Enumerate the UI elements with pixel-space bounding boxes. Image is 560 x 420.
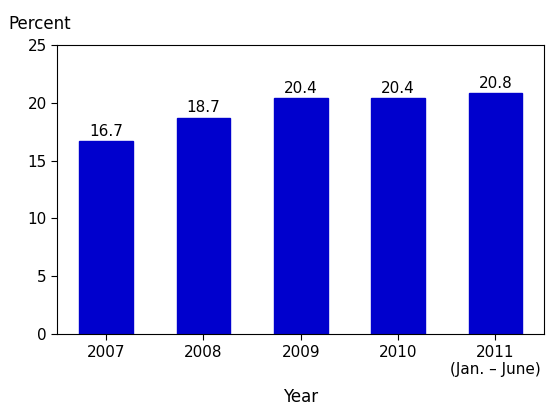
Bar — [371, 98, 425, 334]
Text: 20.4: 20.4 — [284, 81, 318, 96]
X-axis label: Year: Year — [283, 388, 319, 406]
Bar — [469, 93, 522, 334]
Text: Percent: Percent — [8, 15, 71, 33]
Text: 16.7: 16.7 — [89, 123, 123, 139]
Bar — [80, 141, 133, 334]
Bar — [177, 118, 230, 334]
Text: 20.8: 20.8 — [479, 76, 512, 91]
Text: 18.7: 18.7 — [186, 100, 221, 116]
Bar — [274, 98, 328, 334]
Text: 20.4: 20.4 — [381, 81, 415, 96]
